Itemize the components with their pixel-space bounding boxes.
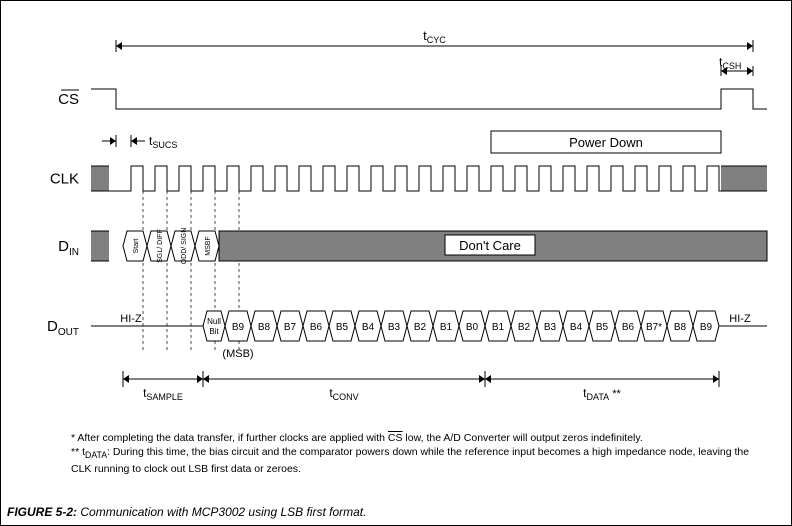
svg-text:tCONV: tCONV <box>329 386 358 402</box>
svg-text:tCSH: tCSH <box>719 55 741 71</box>
svg-text:Power Down: Power Down <box>569 135 643 150</box>
figure-label: FIGURE 5-2: <box>7 505 77 519</box>
svg-text:MSBF: MSBF <box>205 236 212 255</box>
svg-text:SGL/ DIFF: SGL/ DIFF <box>157 229 164 262</box>
footnote-1-pre: * After completing the data transfer, if… <box>71 432 388 444</box>
svg-text:B1: B1 <box>492 322 505 333</box>
svg-text:B6: B6 <box>622 322 635 333</box>
svg-text:tSUCS: tSUCS <box>149 134 177 150</box>
svg-text:HI-Z: HI-Z <box>120 313 142 325</box>
svg-text:B4: B4 <box>570 322 583 333</box>
footnote-1-cs: CS <box>388 432 403 444</box>
svg-text:tCYC: tCYC <box>423 28 446 45</box>
svg-text:B2: B2 <box>518 322 531 333</box>
svg-text:B0: B0 <box>466 322 479 333</box>
footnotes: * After completing the data transfer, if… <box>71 431 751 476</box>
svg-text:B7*: B7* <box>646 322 662 333</box>
svg-text:B7: B7 <box>284 322 297 333</box>
svg-text:DOUT: DOUT <box>47 318 79 338</box>
figure-caption: FIGURE 5-2: Communication with MCP3002 u… <box>7 505 366 519</box>
svg-text:B6: B6 <box>310 322 323 333</box>
svg-text:CS: CS <box>58 91 79 108</box>
svg-text:B3: B3 <box>544 322 557 333</box>
svg-text:B8: B8 <box>674 322 687 333</box>
svg-text:Bit: Bit <box>209 327 219 336</box>
svg-text:B2: B2 <box>414 322 427 333</box>
svg-text:(MSB): (MSB) <box>222 348 253 360</box>
svg-text:B9: B9 <box>232 322 245 333</box>
timing-svg: tCYC tCSH CS tSUCS Power Down CLK DIN Start SGL/… <box>1 1 792 501</box>
svg-text:CLK: CLK <box>50 171 79 188</box>
svg-text:tDATA **: tDATA ** <box>583 386 621 402</box>
svg-text:B3: B3 <box>388 322 401 333</box>
footnote-2: ** tDATA: During this time, the bias cir… <box>71 445 751 476</box>
svg-text:Null: Null <box>207 317 221 326</box>
svg-text:B1: B1 <box>440 322 453 333</box>
footnote-2-pre: ** t <box>71 446 85 458</box>
svg-text:tSAMPLE: tSAMPLE <box>143 386 183 402</box>
footnote-2-post: : During this time, the bias circuit and… <box>71 446 749 475</box>
footnote-1: * After completing the data transfer, if… <box>71 431 751 445</box>
svg-text:B8: B8 <box>258 322 271 333</box>
svg-text:B5: B5 <box>596 322 609 333</box>
timing-diagram-figure: { "figure": { "label": "FIGURE 5-2:", "c… <box>0 0 792 526</box>
svg-text:Don't Care: Don't Care <box>459 238 521 253</box>
footnote-1-post: low, the A/D Converter will output zeros… <box>403 432 643 444</box>
figure-caption-text: Communication with MCP3002 using LSB fir… <box>80 505 366 519</box>
svg-text:HI-Z: HI-Z <box>729 313 751 325</box>
svg-text:B9: B9 <box>700 322 713 333</box>
svg-text:B4: B4 <box>362 322 375 333</box>
svg-text:DIN: DIN <box>58 238 79 258</box>
svg-text:B5: B5 <box>336 322 349 333</box>
svg-text:Start: Start <box>133 239 140 254</box>
svg-text:ODD/ SIGN: ODD/ SIGN <box>181 228 188 265</box>
footnote-2-sub: DATA <box>85 450 107 460</box>
